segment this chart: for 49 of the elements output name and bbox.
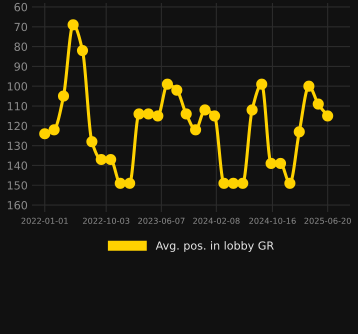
point bbox=[68, 19, 79, 30]
point bbox=[246, 104, 258, 116]
point bbox=[209, 110, 220, 122]
point bbox=[312, 98, 324, 110]
y-tick-label: 100 bbox=[8, 82, 28, 91]
y-tick-label: 90 bbox=[14, 62, 28, 71]
y-tick-label: 60 bbox=[14, 2, 28, 12]
x-tick-label: 2024-02-08 bbox=[193, 218, 240, 224]
point bbox=[303, 80, 314, 92]
y-tick-label: 80 bbox=[14, 42, 28, 51]
x-tick-label: 2023-06-07 bbox=[138, 218, 184, 224]
y-tick-label: 110 bbox=[8, 102, 28, 110]
x-tick-label: 2024-10-16 bbox=[249, 218, 296, 224]
point bbox=[58, 90, 70, 102]
y-tick-label: 70 bbox=[14, 22, 28, 32]
point bbox=[284, 178, 296, 189]
point bbox=[171, 84, 182, 96]
x-tick-label: 2025-06-20 bbox=[304, 218, 351, 224]
point bbox=[86, 136, 98, 148]
point bbox=[133, 108, 145, 120]
point bbox=[162, 78, 173, 90]
point bbox=[322, 110, 334, 122]
y-tick-label: 140 bbox=[8, 161, 28, 170]
legend-label: Avg. pos. in lobby GR bbox=[156, 241, 274, 252]
point bbox=[228, 178, 239, 189]
point bbox=[39, 128, 50, 140]
point bbox=[237, 178, 248, 189]
point bbox=[256, 78, 268, 90]
point bbox=[152, 110, 164, 122]
point bbox=[218, 178, 230, 189]
point bbox=[190, 124, 202, 136]
y-tick-label: 120 bbox=[8, 122, 28, 130]
x-tick-label: 2022-01-01 bbox=[22, 218, 68, 224]
point bbox=[274, 158, 286, 170]
point bbox=[180, 108, 192, 120]
point bbox=[142, 108, 154, 120]
point bbox=[199, 104, 211, 116]
x-tick-label: 2022-10-03 bbox=[82, 218, 130, 224]
point bbox=[96, 154, 107, 166]
point bbox=[266, 158, 277, 170]
y-tick-label: 150 bbox=[8, 181, 28, 190]
point bbox=[76, 44, 88, 56]
point bbox=[105, 154, 116, 166]
point bbox=[48, 124, 60, 136]
point bbox=[124, 178, 136, 189]
y-tick-label: 130 bbox=[8, 142, 28, 150]
y-tick-label: 160 bbox=[8, 201, 28, 210]
point bbox=[114, 178, 126, 189]
point bbox=[294, 126, 305, 138]
